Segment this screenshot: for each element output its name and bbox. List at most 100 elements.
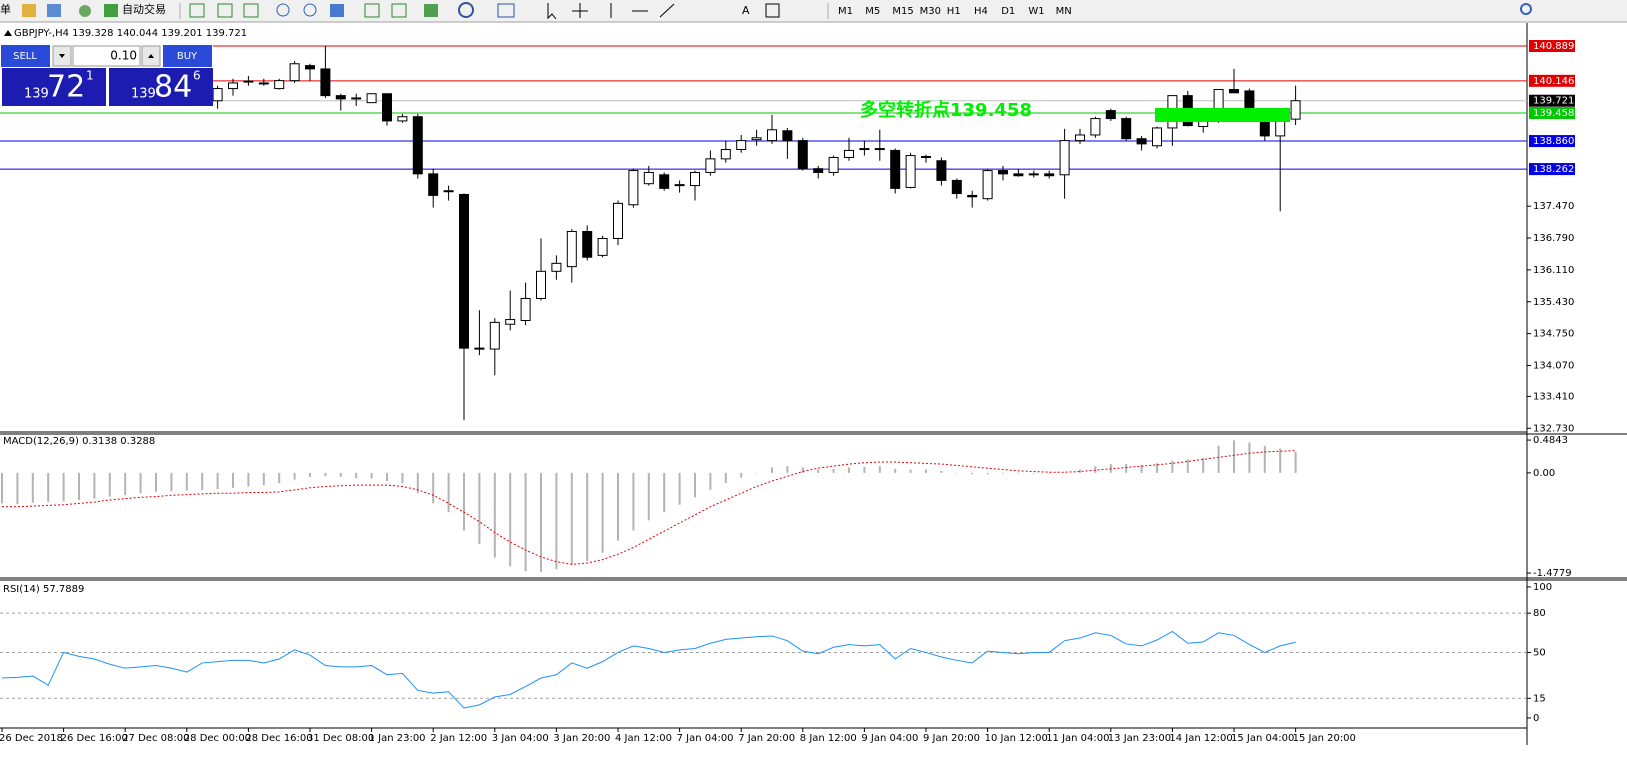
timeframes: M1 M5 M15 M30 H1 H4 D1 W1 MN [838, 6, 1072, 17]
sell-label[interactable]: SELL [13, 51, 37, 62]
timeframe[interactable]: H1 [947, 6, 961, 17]
y-tick-label: 100 [1533, 582, 1552, 593]
macd-bar [1233, 440, 1235, 473]
buy-price-point[interactable]: 6 [193, 69, 201, 83]
buy-label[interactable]: BUY [177, 51, 198, 62]
candle-body [428, 173, 439, 196]
icon[interactable] [22, 4, 36, 17]
sell-price-pips[interactable]: 72 [47, 70, 85, 105]
icon[interactable] [330, 4, 344, 17]
icon[interactable] [424, 4, 438, 17]
y-tick-label: 15 [1533, 693, 1546, 704]
timeframe[interactable]: M15 [892, 6, 913, 17]
macd-bar [1202, 457, 1205, 473]
y-tick-label: 80 [1533, 608, 1546, 619]
timeframe[interactable]: M1 [838, 6, 853, 17]
candle-body [597, 238, 608, 256]
candle-body [1044, 173, 1055, 177]
sell-button[interactable] [1, 45, 50, 67]
macd-bar [848, 467, 850, 473]
macd-bar [601, 472, 604, 553]
sell-price-big[interactable]: 139 [24, 87, 49, 102]
macd-bar [1279, 448, 1282, 473]
icon [148, 54, 154, 58]
buy-price-big[interactable]: 139 [131, 87, 156, 102]
icon[interactable] [104, 4, 118, 17]
timeframe[interactable]: M30 [920, 6, 941, 17]
x-tick-label: 1 Jan 23:00 [369, 733, 426, 744]
candle-body [1275, 120, 1286, 137]
icon[interactable] [276, 3, 290, 17]
icon[interactable] [189, 3, 205, 18]
macd-bar [1263, 445, 1266, 473]
macd-bar [31, 472, 34, 503]
candle-body [228, 82, 238, 90]
icon[interactable] [217, 3, 233, 18]
x-tick-label: 15 Jan 04:00 [1231, 733, 1294, 744]
level-box [1529, 94, 1575, 107]
candle-body [628, 170, 639, 206]
icon[interactable] [497, 3, 515, 18]
timeframe[interactable]: W1 [1028, 6, 1044, 17]
candle-body [767, 129, 777, 142]
candle-body [274, 80, 285, 90]
lot-input[interactable] [72, 45, 141, 67]
macd-bar [170, 472, 173, 492]
buy-price-box[interactable] [109, 68, 213, 106]
icon[interactable] [610, 3, 675, 18]
icon[interactable] [458, 2, 474, 18]
macd-bar [863, 466, 866, 473]
macd-bar [493, 472, 496, 558]
level-box [1529, 163, 1575, 176]
buy-button[interactable] [163, 45, 212, 67]
candle-body [828, 156, 839, 173]
auto-trade[interactable]: 自动交易 [122, 2, 166, 16]
icon[interactable] [572, 3, 588, 18]
candle-body [505, 319, 516, 325]
search-icon[interactable] [1520, 3, 1532, 15]
candle-body [382, 93, 392, 122]
timeframe[interactable]: H4 [974, 6, 988, 17]
y-tick-label: 136.110 [1533, 265, 1574, 276]
lot-value[interactable]: 0.10 [110, 49, 137, 63]
macd-bar [324, 472, 327, 477]
macd-bar [694, 472, 696, 498]
candle-body [474, 347, 485, 350]
macd-bar [786, 466, 789, 473]
timeframe[interactable]: M5 [865, 6, 880, 17]
zone-rectangle [1155, 108, 1290, 122]
menu-label[interactable]: 单 [0, 3, 11, 16]
text-tool[interactable]: A [742, 4, 750, 17]
macd-bar [1125, 464, 1128, 473]
icon[interactable] [303, 3, 317, 17]
sell-price-point[interactable]: 1 [86, 69, 94, 83]
timeframe[interactable]: MN [1056, 6, 1072, 17]
macd-bar [894, 468, 897, 473]
timeframe[interactable]: D1 [1001, 6, 1015, 17]
macd-bar [93, 472, 96, 499]
candle-body [797, 140, 808, 170]
x-tick-label: 28 Dec 16:00 [245, 733, 312, 744]
icon[interactable] [364, 3, 380, 18]
icon[interactable] [47, 4, 61, 17]
candle-body [1105, 110, 1116, 120]
buy-price-pips[interactable]: 84 [154, 70, 192, 105]
sell-price-box[interactable] [2, 68, 106, 106]
candle-body [351, 97, 362, 100]
y-tick-label: 0.00 [1533, 468, 1555, 479]
collapse-icon[interactable] [4, 30, 12, 36]
macd-bar [432, 472, 435, 504]
candle-body [397, 116, 408, 122]
candle-body [320, 68, 331, 97]
icon[interactable] [243, 3, 259, 18]
candle-body [1290, 100, 1301, 120]
icon[interactable] [547, 3, 557, 20]
icon[interactable] [765, 3, 780, 18]
candle-body [720, 148, 731, 160]
macd-bar [878, 466, 881, 473]
icon[interactable] [391, 3, 407, 18]
icon[interactable] [79, 5, 91, 17]
macd-bar [447, 472, 450, 513]
macd-bar [355, 472, 358, 479]
